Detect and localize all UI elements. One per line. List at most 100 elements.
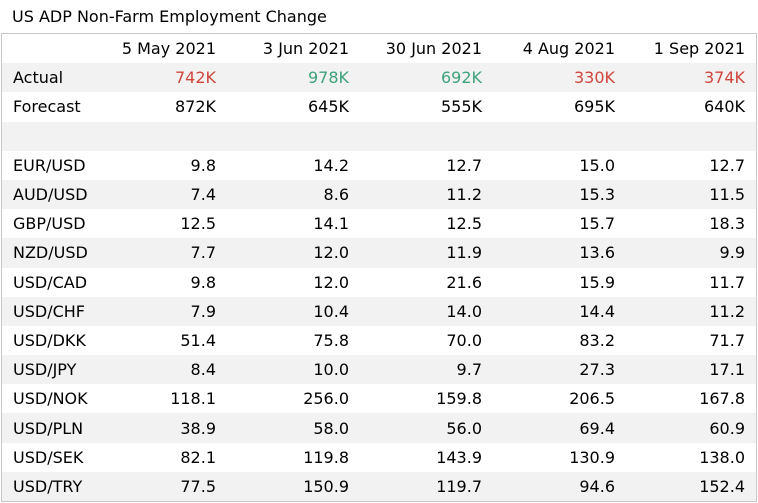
pair-value: 27.3 — [579, 360, 615, 380]
pair-label: USD/NOK — [13, 389, 88, 409]
pair-value: 10.4 — [313, 301, 349, 321]
row-label: Actual — [13, 68, 64, 88]
pair-value: 11.7 — [709, 272, 745, 292]
pair-value: 38.9 — [180, 418, 216, 438]
forecast-value: 872K — [174, 97, 216, 117]
pair-value: 256.0 — [303, 389, 349, 409]
actual-value: 978K — [307, 68, 349, 88]
forecast-value: 555K — [440, 97, 482, 117]
pair-value: 206.5 — [569, 389, 615, 409]
actual-value: 742K — [174, 68, 216, 88]
pair-label: NZD/USD — [13, 243, 88, 263]
pair-value: 118.1 — [170, 389, 216, 409]
pair-label: USD/SEK — [13, 447, 84, 467]
spacer-row — [2, 121, 756, 151]
actual-value: 692K — [440, 68, 482, 88]
pair-value: 9.9 — [719, 243, 745, 263]
pair-value: 7.7 — [190, 243, 216, 263]
pair-row: EUR/USD 9.8 14.2 12.7 15.0 12.7 — [2, 151, 756, 180]
pair-label: USD/DKK — [13, 330, 86, 350]
pair-row: USD/DKK 51.4 75.8 70.0 83.2 71.7 — [2, 326, 756, 355]
pair-value: 143.9 — [436, 447, 482, 467]
header-row: 5 May 2021 3 Jun 2021 30 Jun 2021 4 Aug … — [2, 34, 756, 63]
row-label: Forecast — [13, 97, 81, 117]
pair-value: 11.5 — [709, 185, 745, 205]
header-cell: 30 Jun 2021 — [385, 39, 482, 59]
pair-row: USD/CAD 9.8 12.0 21.6 15.9 11.7 — [2, 268, 756, 297]
actual-value: 374K — [703, 68, 745, 88]
pair-value: 15.9 — [579, 272, 615, 292]
header-cell: 4 Aug 2021 — [522, 39, 615, 59]
pair-value: 51.4 — [180, 330, 216, 350]
header-cell: 3 Jun 2021 — [262, 39, 349, 59]
pair-value: 58.0 — [313, 418, 349, 438]
pair-label: USD/JPY — [13, 360, 77, 380]
pair-value: 11.2 — [709, 301, 745, 321]
pair-value: 159.8 — [436, 389, 482, 409]
header-cell: 1 Sep 2021 — [653, 39, 745, 59]
pair-value: 14.1 — [313, 214, 349, 234]
data-table: 5 May 2021 3 Jun 2021 30 Jun 2021 4 Aug … — [1, 33, 757, 502]
pair-label: USD/CHF — [13, 301, 85, 321]
pair-value: 69.4 — [579, 418, 615, 438]
pair-value: 8.4 — [190, 360, 216, 380]
pair-value: 60.9 — [709, 418, 745, 438]
forecast-value: 640K — [703, 97, 745, 117]
pair-value: 83.2 — [579, 330, 615, 350]
pair-value: 12.7 — [709, 155, 745, 175]
forecast-row: Forecast 872K 645K 555K 695K 640K — [2, 92, 756, 121]
forecast-value: 695K — [573, 97, 615, 117]
pair-value: 56.0 — [446, 418, 482, 438]
pair-value: 14.4 — [579, 301, 615, 321]
pair-value: 10.0 — [313, 360, 349, 380]
pair-value: 21.6 — [446, 272, 482, 292]
pair-label: AUD/USD — [13, 185, 88, 205]
pair-label: EUR/USD — [13, 155, 86, 175]
pair-value: 15.7 — [579, 214, 615, 234]
pair-row: USD/JPY 8.4 10.0 9.7 27.3 17.1 — [2, 355, 756, 385]
pair-value: 9.7 — [456, 360, 482, 380]
pair-value: 150.9 — [303, 476, 349, 496]
table-title: US ADP Non-Farm Employment Change — [12, 7, 327, 26]
pair-row: USD/PLN 38.9 58.0 56.0 69.4 60.9 — [2, 413, 756, 443]
pair-value: 119.7 — [436, 476, 482, 496]
pair-value: 11.9 — [446, 243, 482, 263]
pair-value: 7.4 — [190, 185, 216, 205]
pair-value: 12.7 — [446, 155, 482, 175]
pair-label: GBP/USD — [13, 214, 86, 234]
pair-value: 9.8 — [190, 272, 216, 292]
pair-value: 7.9 — [190, 301, 216, 321]
pair-value: 167.8 — [699, 389, 745, 409]
pair-value: 15.3 — [579, 185, 615, 205]
pair-value: 70.0 — [446, 330, 482, 350]
pair-value: 71.7 — [709, 330, 745, 350]
pair-value: 119.8 — [303, 447, 349, 467]
pair-row: GBP/USD 12.5 14.1 12.5 15.7 18.3 — [2, 209, 756, 238]
pair-value: 12.0 — [313, 272, 349, 292]
pair-value: 130.9 — [569, 447, 615, 467]
actual-value: 330K — [573, 68, 615, 88]
pair-rows: EUR/USD 9.8 14.2 12.7 15.0 12.7 AUD/USD 7.4 8.6 1… — [2, 151, 756, 501]
pair-value: 94.6 — [579, 476, 615, 496]
pair-value: 18.3 — [709, 214, 745, 234]
pair-value: 12.5 — [180, 214, 216, 234]
pair-row: AUD/USD 7.4 8.6 11.2 15.3 11.5 — [2, 179, 756, 210]
forecast-value: 645K — [307, 97, 349, 117]
pair-value: 152.4 — [699, 476, 745, 496]
pair-label: USD/TRY — [13, 476, 83, 496]
pair-value: 8.6 — [323, 185, 349, 205]
pair-value: 15.0 — [579, 155, 615, 175]
pair-value: 14.2 — [313, 155, 349, 175]
pair-value: 82.1 — [180, 447, 216, 467]
pair-value: 138.0 — [699, 447, 745, 467]
pair-label: USD/CAD — [13, 272, 88, 292]
pair-row: USD/TRY 77.5 150.9 119.7 94.6 152.4 — [2, 471, 756, 501]
pair-value: 77.5 — [180, 476, 216, 496]
pair-row: USD/CHF 7.9 10.4 14.0 14.4 11.2 — [2, 296, 756, 326]
pair-row: USD/NOK 118.1 256.0 159.8 206.5 167.8 — [2, 384, 756, 413]
pair-row: NZD/USD 7.7 12.0 11.9 13.6 9.9 — [2, 238, 756, 268]
pair-value: 12.0 — [313, 243, 349, 263]
pair-value: 12.5 — [446, 214, 482, 234]
pair-value: 11.2 — [446, 185, 482, 205]
actual-row: Actual 742K 978K 692K 330K 374K — [2, 63, 756, 93]
